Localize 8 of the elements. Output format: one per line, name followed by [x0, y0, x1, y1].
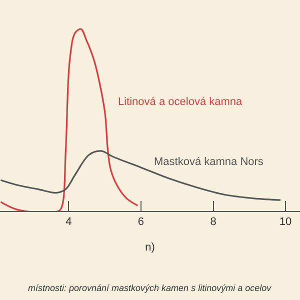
- series-label: Litinová a ocelová kamna: [118, 96, 244, 108]
- series-label: Mastková kamna Nors: [154, 156, 264, 168]
- x-axis-title: n): [145, 241, 155, 254]
- x-tick-label: 8: [210, 216, 216, 228]
- x-tick-label: 6: [138, 216, 144, 228]
- text: místnosti: porovnání mastkových kamen s litinovými a ocelov: [28, 283, 272, 293]
- x-tick-label: 10: [279, 216, 292, 228]
- x-tick-label: 4: [66, 216, 72, 228]
